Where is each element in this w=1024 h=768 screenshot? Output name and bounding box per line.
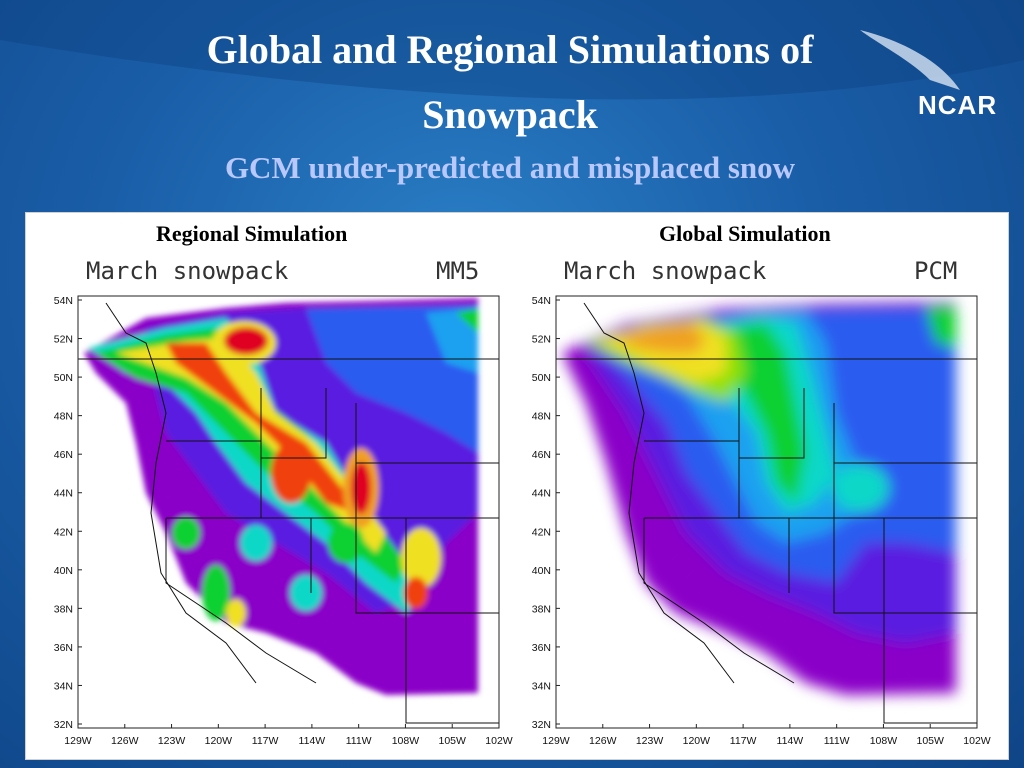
lon-tick-label: 123W — [636, 735, 664, 747]
global-ticks: 54N 52N 50N 48N 46N 44N 42N 40N 38N 36N 34N 32N 129W… — [532, 295, 991, 747]
slide-title-line1: Global and Regional Simulations of — [206, 27, 814, 72]
lat-tick-label: 32N — [532, 719, 551, 731]
global-model-label: PCM — [914, 257, 957, 285]
lat-tick-label: 32N — [54, 719, 73, 731]
lat-tick-label: 40N — [54, 565, 73, 577]
global-caption: Global Simulation — [659, 221, 831, 246]
slide-subtitle: GCM under-predicted and misplaced snow — [224, 150, 796, 185]
lat-tick-label: 52N — [532, 334, 551, 346]
lon-tick-label: 108W — [392, 735, 420, 747]
lat-tick-label: 48N — [54, 411, 73, 423]
lat-tick-label: 50N — [532, 372, 551, 384]
lat-tick-label: 46N — [532, 449, 551, 461]
lat-tick-label: 52N — [54, 334, 73, 346]
lat-tick-label: 38N — [54, 603, 73, 615]
regional-map: March snowpack MM5 — [54, 257, 513, 747]
lat-tick-label: 36N — [532, 642, 551, 654]
lat-tick-label: 36N — [54, 642, 73, 654]
lat-tick-label: 40N — [532, 565, 551, 577]
lat-tick-label: 54N — [54, 295, 73, 307]
global-boundaries — [556, 302, 977, 724]
lat-tick-label: 44N — [532, 488, 551, 500]
lon-tick-label: 123W — [158, 735, 186, 747]
lat-tick-label: 34N — [532, 680, 551, 692]
ncar-logo: NCAR — [918, 90, 998, 120]
regional-field-label: March snowpack — [86, 257, 289, 285]
lat-tick-label: 38N — [532, 603, 551, 615]
global-map: March snowpack PCM — [532, 257, 991, 747]
lat-tick-label: 46N — [54, 449, 73, 461]
regional-model-label: MM5 — [436, 257, 479, 285]
regional-boundaries — [78, 302, 499, 724]
lon-tick-label: 117W — [730, 735, 757, 747]
lon-tick-label: 114W — [299, 735, 326, 747]
regional-caption: Regional Simulation — [156, 221, 348, 246]
lat-tick-label: 54N — [532, 295, 551, 307]
snowpack-maps: March snowpack MM5 — [54, 257, 991, 747]
lon-tick-label: 111W — [346, 735, 372, 747]
lon-tick-label: 102W — [485, 735, 513, 747]
lat-tick-label: 42N — [532, 526, 551, 538]
slide-title-line2: Snowpack — [422, 92, 598, 137]
lon-tick-label: 111W — [824, 735, 850, 747]
lon-tick-label: 105W — [917, 735, 945, 747]
lon-tick-label: 114W — [777, 735, 804, 747]
lat-tick-label: 42N — [54, 526, 73, 538]
lon-tick-label: 117W — [252, 735, 279, 747]
global-snow-field — [562, 301, 956, 695]
lon-tick-label: 126W — [589, 735, 617, 747]
lon-tick-label: 105W — [439, 735, 467, 747]
lon-tick-label: 102W — [963, 735, 991, 747]
lon-tick-label: 126W — [111, 735, 139, 747]
lat-tick-label: 44N — [54, 488, 73, 500]
global-field-label: March snowpack — [564, 257, 767, 285]
lat-tick-label: 34N — [54, 680, 73, 692]
regional-ticks: 54N 52N 50N 48N 46N 44N 42N 40N 38N 36N 34N 32N 129W… — [54, 295, 513, 747]
lat-tick-label: 48N — [532, 411, 551, 423]
lon-tick-label: 120W — [683, 735, 711, 747]
figure-panel: Regional Simulation Global Simulation Ma… — [25, 212, 1009, 760]
lon-tick-label: 129W — [64, 735, 92, 747]
lon-tick-label: 129W — [542, 735, 570, 747]
regional-snow-field — [84, 298, 478, 695]
lat-tick-label: 50N — [54, 372, 73, 384]
header-swoosh — [0, 0, 1024, 100]
lon-tick-label: 120W — [205, 735, 233, 747]
lon-tick-label: 108W — [870, 735, 898, 747]
